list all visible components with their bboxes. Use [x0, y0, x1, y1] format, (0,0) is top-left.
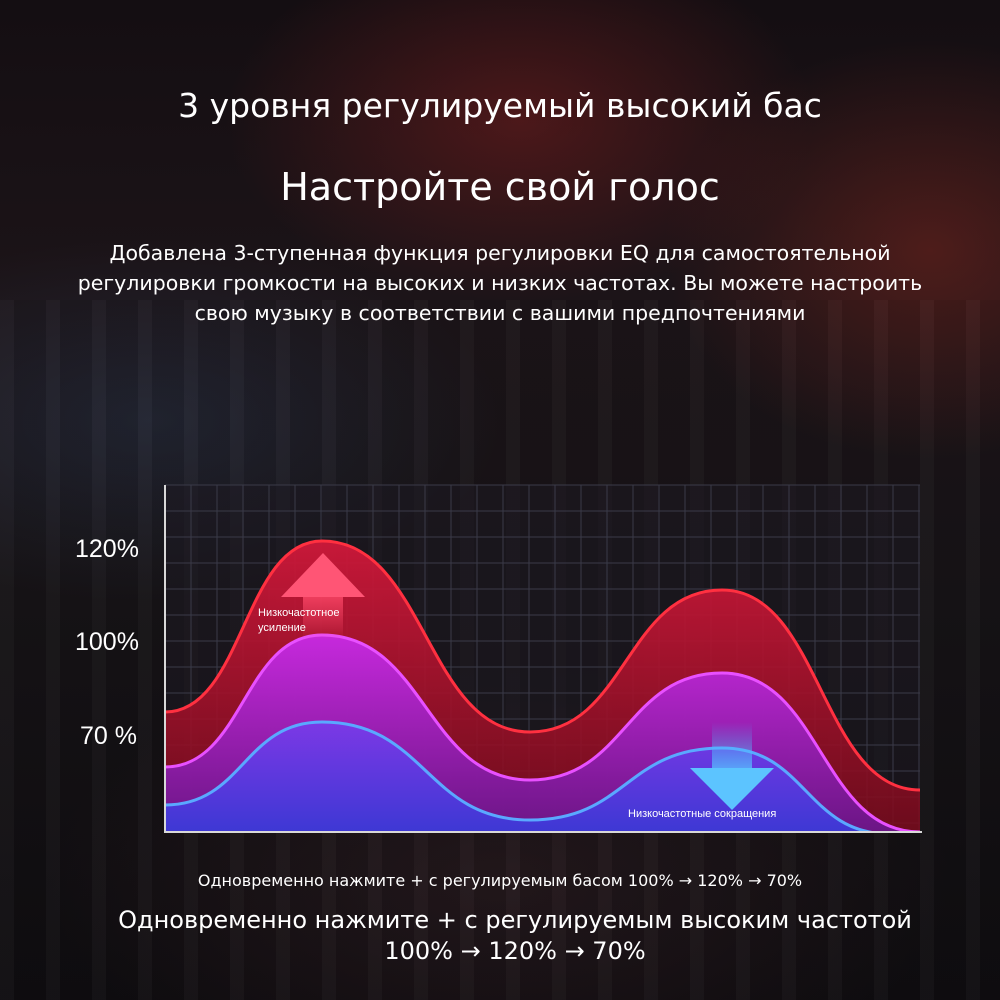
series-area-70	[165, 722, 871, 832]
y-tick-label: 70 %	[80, 722, 137, 750]
description-line: регулировки громкости на высоких и низки…	[77, 271, 923, 295]
boost-annotation-line2: усиление	[258, 622, 306, 634]
treble-instruction-line1: Одновременно нажмите + с регулируемым вы…	[118, 906, 912, 934]
page-subtitle: Настройте свой голос	[280, 165, 720, 209]
description-line: Добавлена 3-ступенная функция регулировк…	[109, 241, 891, 265]
series-line-120	[165, 539, 920, 792]
series-line-100	[165, 633, 920, 832]
boost-annotation-line1: Низкочастотное	[258, 607, 339, 619]
cut-annotation: Низкочастотные сокращения	[628, 808, 776, 820]
bass-instruction: Одновременно нажмите + с регулируемым ба…	[197, 871, 803, 890]
cut-arrow	[690, 722, 774, 810]
description-line: свою музыку в соответствии с вашими пред…	[194, 301, 806, 325]
y-tick-label: 120%	[75, 535, 139, 563]
y-tick-label: 100%	[75, 628, 139, 656]
treble-instruction: Одновременно нажмите + с регулируемым вы…	[80, 905, 950, 967]
page-title: 3 уровня регулируемый высокий бас	[178, 86, 822, 125]
boost-arrow	[281, 553, 365, 640]
treble-instruction-line2: 100% → 120% → 70%	[384, 937, 646, 965]
series-line-70	[165, 720, 883, 832]
description: Добавлена 3-ступенная функция регулировк…	[40, 238, 960, 328]
